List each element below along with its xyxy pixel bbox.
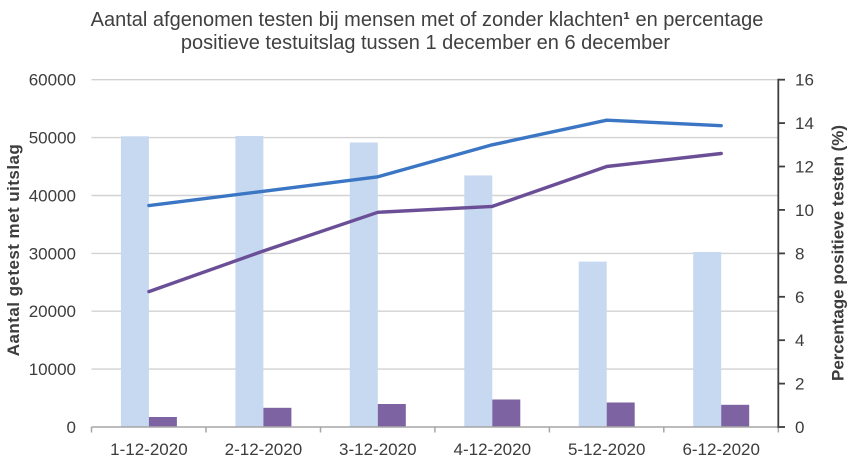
svg-text:3-12-2020: 3-12-2020 — [339, 440, 417, 459]
svg-text:2-12-2020: 2-12-2020 — [225, 440, 303, 459]
svg-text:30000: 30000 — [29, 244, 76, 263]
svg-text:2: 2 — [795, 375, 804, 394]
svg-text:20000: 20000 — [29, 302, 76, 321]
svg-text:4: 4 — [795, 331, 804, 350]
svg-text:0: 0 — [67, 418, 76, 437]
svg-text:Percentage positieve testen (%: Percentage positieve testen (%) — [829, 125, 848, 381]
svg-text:10000: 10000 — [29, 360, 76, 379]
svg-text:positieve testuitslag tussen 1: positieve testuitslag tussen 1 december … — [181, 32, 671, 54]
svg-text:4-12-2020: 4-12-2020 — [454, 440, 532, 459]
svg-text:6-12-2020: 6-12-2020 — [682, 440, 760, 459]
svg-text:8: 8 — [795, 244, 804, 263]
svg-text:1-12-2020: 1-12-2020 — [110, 440, 188, 459]
svg-text:6: 6 — [795, 288, 804, 307]
svg-text:60000: 60000 — [29, 71, 76, 90]
svg-text:10: 10 — [795, 201, 814, 220]
svg-text:14: 14 — [795, 114, 814, 133]
svg-text:5-12-2020: 5-12-2020 — [568, 440, 646, 459]
svg-text:0: 0 — [795, 418, 804, 437]
svg-text:16: 16 — [795, 71, 814, 90]
svg-text:Aantal afgenomen testen bij me: Aantal afgenomen testen bij mensen met o… — [91, 9, 764, 31]
svg-text:12: 12 — [795, 158, 814, 177]
svg-text:Aantal getest met uitslag: Aantal getest met uitslag — [4, 144, 23, 356]
svg-text:40000: 40000 — [29, 187, 76, 206]
svg-text:50000: 50000 — [29, 129, 76, 148]
